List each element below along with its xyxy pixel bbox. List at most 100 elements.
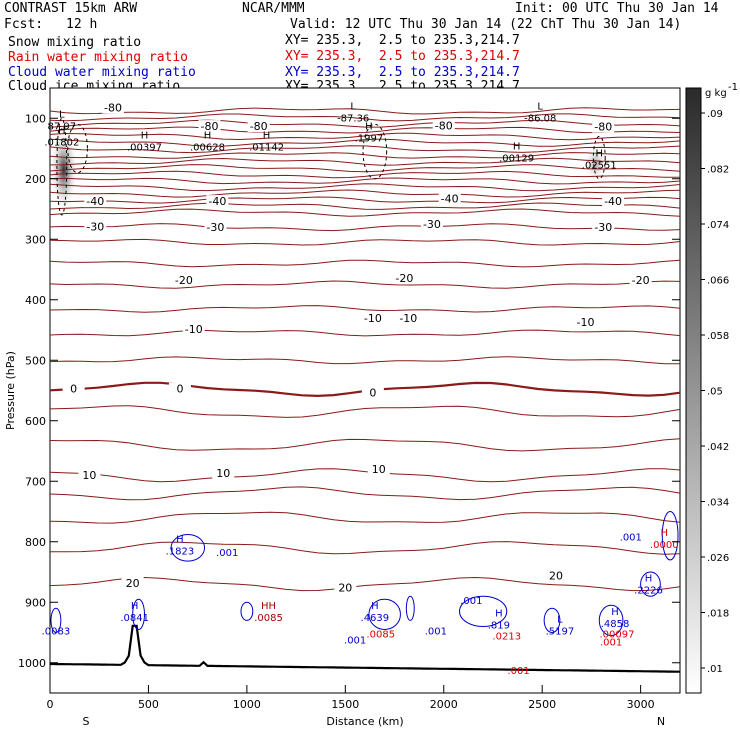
temperature-contour-21 [49,305,681,313]
cloudwater-contour-1 [132,598,145,630]
colorbar-tick-label-1: .018 [707,609,729,620]
y-tick-label-8: 900 [25,596,46,609]
colorbar-tick-label-6: .058 [707,331,729,342]
temperature-label-10: -30 [206,221,224,234]
temperature-label-2: -80 [250,120,268,133]
x-tick-label-6: 3000 [627,698,655,711]
x-tick-label-1: 500 [138,698,159,711]
extremum-value-17: .001 [344,636,366,647]
snow-contour-0 [67,123,88,174]
temperature-label-28: 20 [549,570,563,583]
temperature-label-19: -10 [577,316,595,329]
temperature-label-9: -30 [86,221,104,234]
temperature-contour-10 [49,170,680,179]
cloudwater-contour-10 [50,607,62,634]
extremum-value-3: .00628 [190,142,225,153]
temperature-label-12: -30 [594,221,612,234]
extremum-marker-9: H [596,149,604,160]
extremum-value-22: .001 [507,666,529,677]
temperature-label-1: -80 [200,120,218,133]
field-rain: Rain water mixing ratio [8,50,189,65]
temperature-label-26: 20 [126,577,140,590]
temperature-contour-0 [49,107,681,115]
temperature-contour-2 [49,119,681,128]
extremum-value-24: .4858 [601,619,630,630]
extremum-marker-6: H [365,121,373,132]
extremum-value-0: 87.97 [47,121,76,132]
temperature-contour-17 [49,223,681,232]
cloudwater-contour-2 [240,601,254,621]
extremum-marker-29: H [660,528,668,539]
extremum-value-11: .001 [216,548,238,559]
x-tick-label-3: 1500 [331,698,359,711]
y-tick-label-9: 1000 [18,657,46,670]
temperature-label-6: -40 [208,195,226,208]
fcst-label: Fcst: [4,17,44,32]
y-tick-label-1: 200 [25,173,46,186]
temperature-contour-5 [49,138,681,147]
extremum-marker-7: H [513,141,521,152]
extremum-value-7: .00129 [499,153,534,164]
temperature-contour-8 [49,157,681,166]
temperature-label-23: 10 [82,469,96,482]
temperature-label-0: -80 [104,101,122,114]
extremum-value-19: .001 [460,596,482,607]
extremum-marker-12: H [131,601,139,612]
temperature-contour-25 [49,405,681,418]
colorbar-tick-label-8: .074 [707,220,729,231]
cloudwater-contour-8 [640,571,661,597]
temperature-label-14: -20 [395,272,413,285]
temperature-label-15: -20 [632,274,650,287]
temperature-contour-13 [49,189,681,198]
terrain-surface-line [50,624,680,673]
extremum-marker-1: H [58,126,66,137]
extremum-marker-5: L [350,101,356,112]
colorbar-unit: g kg [705,88,727,99]
extremum-marker-4: H [263,130,271,141]
field-snow: Snow mixing ratio [8,35,142,50]
x-tick-label-0: 0 [47,698,54,711]
extremum-value-29: .0000 [650,540,679,551]
y-tick-label-7: 800 [25,536,46,549]
temperature-label-27: 20 [338,582,352,595]
y-tick-label-3: 400 [25,294,46,307]
temperature-contour-1 [49,113,681,122]
colorbar-tick-label-5: .05 [707,387,723,398]
center-label: NCAR/MMM [242,1,305,16]
temperature-contour-23 [49,356,681,365]
temperature-contour-11 [49,177,681,185]
temperature-contour-20 [49,280,681,289]
snow-contour-1 [362,123,388,180]
extremum-marker-10: H [176,535,184,546]
temperature-contour-14 [49,196,681,204]
extremum-marker-2: H [141,130,149,141]
y-tick-label-4: 500 [25,354,46,367]
temperature-label-4: -80 [594,121,612,134]
extremum-value-27: .2226 [634,585,663,596]
temperature-contour-27 [49,468,681,483]
extremum-value-12: .0841 [120,613,149,624]
temperature-label-20: 0 [70,383,77,396]
model-title: CONTRAST 15km ARW [4,1,138,16]
extremum-value-21: .0213 [492,631,521,642]
extremum-value-25: .00097 [600,629,635,640]
temperature-contour-30 [49,541,681,555]
cloudwater-contour-4 [405,595,415,621]
temperature-contour-7 [49,152,681,159]
valid-label: Valid: 12 UTC Thu 30 Jan 14 (22 ChT Thu … [290,17,682,32]
temperature-contour-31 [49,576,681,592]
temperature-label-24: 10 [216,467,230,480]
temperature-label-8: -40 [604,195,622,208]
extremum-value-23: .5197 [546,626,575,637]
extremum-value-20: .819 [488,620,510,631]
cloudwater-contour-5 [459,595,508,627]
extremum-value-6: .1997 [355,133,384,144]
snow-contour-3 [56,117,68,216]
extremum-value-16: .0085 [366,629,395,640]
cloudwater-contour-0 [170,533,206,562]
extremum-value-8: -86.08 [524,113,556,124]
colorbar-tick-label-9: .082 [707,165,729,176]
temperature-label-18: -10 [399,312,417,325]
temperature-contour-16 [49,208,681,217]
